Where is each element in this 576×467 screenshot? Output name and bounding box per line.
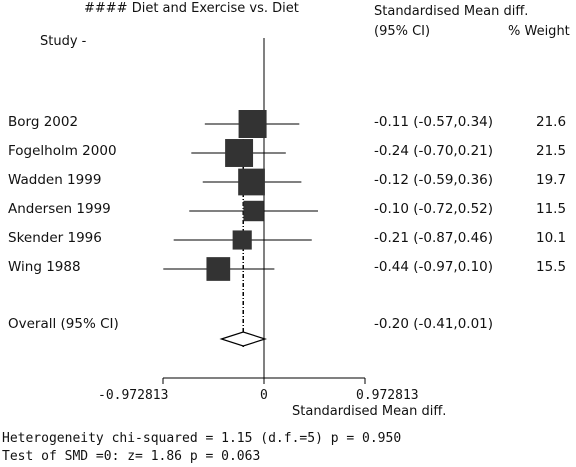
- test-footnote: Test of SMD =0: z= 1.86 p = 0.063: [2, 449, 261, 464]
- chart-title: #### Diet and Exercise vs. Diet: [84, 1, 299, 16]
- study-marker: [232, 230, 252, 250]
- study-weight: 15.5: [536, 259, 567, 275]
- weight-column-header: % Weight: [508, 24, 570, 39]
- study-weight: 21.5: [536, 143, 567, 159]
- study-marker: [238, 110, 267, 138]
- x-axis-label: Standardised Mean diff.: [292, 404, 447, 419]
- x-tick-label-max: 0.972813: [356, 388, 419, 403]
- study-marker: [243, 200, 264, 222]
- heterogeneity-footnote: Heterogeneity chi-squared = 1.15 (d.f.=5…: [2, 431, 402, 446]
- study-marker: [225, 139, 254, 167]
- study-label: Wadden 1999: [8, 172, 102, 188]
- overall-ci-text: -0.20 (-0.41,0.01): [374, 316, 494, 332]
- study-ci-text: -0.44 (-0.97,0.10): [374, 259, 494, 275]
- study-ci-text: -0.12 (-0.59,0.36): [374, 172, 494, 188]
- study-ci-text: -0.10 (-0.72,0.52): [374, 201, 494, 217]
- study-ci-text: -0.24 (-0.70,0.21): [374, 143, 494, 159]
- study-label: Skender 1996: [8, 230, 102, 246]
- effect-column-header: Standardised Mean diff.: [374, 4, 529, 19]
- study-weight: 10.1: [536, 230, 567, 246]
- ci-column-header: (95% CI): [374, 24, 431, 39]
- study-label: Andersen 1999: [8, 201, 111, 217]
- overall-label: Overall (95% CI): [8, 316, 119, 332]
- study-label: Wing 1988: [8, 259, 81, 275]
- study-label: Borg 2002: [8, 114, 79, 130]
- study-column-header: Study -: [40, 34, 87, 49]
- study-weight: 11.5: [536, 201, 567, 217]
- study-ci-text: -0.11 (-0.57,0.34): [374, 114, 494, 130]
- study-label: Fogelholm 2000: [8, 143, 117, 159]
- x-tick-label-zero: 0: [260, 388, 268, 403]
- overall-diamond: [219, 331, 268, 347]
- x-tick-label-min: -0.972813: [98, 388, 169, 403]
- study-weight: 21.6: [536, 114, 567, 130]
- study-weight: 19.7: [536, 172, 567, 188]
- study-ci-text: -0.21 (-0.87,0.46): [374, 230, 494, 246]
- study-marker: [238, 168, 265, 196]
- study-marker: [206, 257, 231, 281]
